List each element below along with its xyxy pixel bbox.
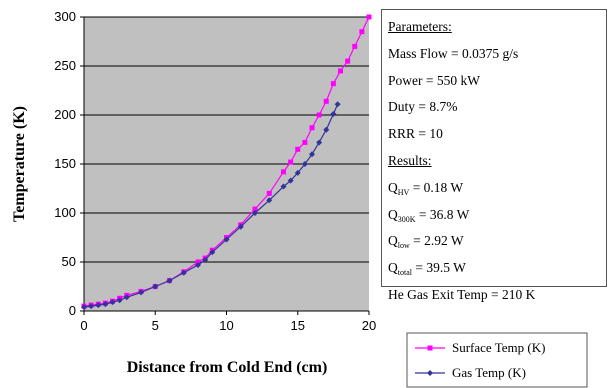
data-point-gas-temp-k-23 [316, 139, 323, 146]
he-gas-exit-text: He Gas Exit Temp = 210 K [388, 286, 536, 302]
legend-items: Surface Temp (K) Gas Temp (K) [415, 340, 545, 380]
data-point-surface-temp-k-23 [316, 112, 322, 118]
data-point-surface-temp-k-18 [281, 169, 286, 175]
data-point-surface-temp-k-29 [359, 29, 365, 35]
legend: Surface Temp (K) Gas Temp (K) [406, 332, 588, 388]
data-point-surface-temp-k-24 [323, 98, 329, 104]
parameters-header: Parameters: [388, 19, 452, 34]
parameters-box: Parameters: Mass Flow = 0.0375 g/s Power… [381, 9, 607, 302]
x-tick-label-15: 15 [291, 318, 305, 333]
data-point-gas-temp-k-12 [202, 257, 209, 264]
data-point-surface-temp-k-19 [288, 159, 294, 165]
x-axis-title: Distance from Cold End (cm) [127, 359, 328, 376]
y-tick-label-150: 150 [54, 156, 76, 171]
data-point-gas-temp-k-6 [123, 294, 130, 301]
legend-marker-gas-temp-k [427, 370, 433, 376]
rrr-text: RRR = 10 [388, 126, 443, 142]
y-tick-label-200: 200 [54, 107, 76, 122]
data-point-gas-temp-k-21 [301, 161, 308, 167]
mass-flow-text: Mass Flow = 0.0375 g/s [388, 45, 519, 61]
legend-box [406, 332, 588, 388]
x-tick-label-5: 5 [152, 318, 159, 333]
tick-labels: 0 50 100 150 200 250 300 0 5 10 15 20 [54, 9, 376, 333]
data-point-gas-temp-k-19 [287, 177, 294, 184]
data-point-surface-temp-k-30 [366, 14, 372, 20]
series-gas-temp-k [81, 101, 341, 311]
data-point-surface-temp-k-26 [338, 68, 343, 74]
x-tick-label-20: 20 [362, 318, 376, 333]
data-point-gas-temp-k-13 [209, 249, 216, 256]
legend-item-surface-temp-k: Surface Temp (K) [415, 340, 545, 355]
legend-label-gas-temp-k: Gas Temp (K) [452, 365, 526, 380]
data-point-gas-temp-k-15 [237, 223, 244, 230]
legend-item-gas-temp-k: Gas Temp (K) [415, 365, 526, 380]
legend-marker-surface-temp-k [427, 345, 433, 351]
grid-lines [84, 16, 369, 263]
data-point-gas-temp-k-22 [309, 151, 315, 158]
y-axis-title: Temperature (K) [11, 106, 28, 222]
data-point-gas-temp-k-18 [280, 183, 287, 190]
data-point-gas-temp-k-16 [252, 210, 258, 216]
data-point-gas-temp-k-5 [116, 297, 123, 304]
data-point-surface-temp-k-22 [309, 125, 315, 131]
axes [80, 16, 370, 315]
y-tick-label-50: 50 [62, 254, 76, 269]
data-point-gas-temp-k-24 [323, 126, 330, 133]
data-point-gas-temp-k-2 [95, 302, 102, 309]
y-tick-label-100: 100 [54, 205, 76, 220]
x-tick-label-10: 10 [219, 318, 233, 333]
series-layer [81, 14, 372, 311]
q-total-text: Qtotal = 39.5 W [388, 260, 466, 278]
legend-label-surface-temp-k: Surface Temp (K) [452, 340, 545, 355]
data-point-surface-temp-k-16 [252, 206, 258, 212]
data-point-surface-temp-k-28 [352, 43, 358, 49]
y-tick-label-250: 250 [54, 58, 76, 73]
data-point-surface-temp-k-21 [302, 139, 308, 145]
results-header: Results: [388, 152, 432, 168]
data-point-gas-temp-k-20 [294, 169, 301, 176]
q-300k-text: Q300K = 36.8 W [388, 206, 470, 224]
data-point-gas-temp-k-1 [88, 303, 95, 310]
data-point-gas-temp-k-8 [152, 283, 159, 290]
y-tick-label-300: 300 [54, 9, 76, 24]
x-tick-label-0: 0 [80, 318, 87, 333]
y-tick-label-0: 0 [69, 303, 76, 318]
data-point-surface-temp-k-20 [295, 146, 301, 152]
data-point-gas-temp-k-0 [81, 304, 87, 311]
data-point-gas-temp-k-3 [102, 301, 109, 308]
data-point-gas-temp-k-25 [330, 111, 337, 118]
power-text: Power = 550 kW [388, 72, 480, 88]
duty-text: Duty = 8.7% [388, 99, 458, 115]
data-point-surface-temp-k-27 [345, 58, 351, 64]
data-point-surface-temp-k-17 [266, 190, 272, 196]
data-point-gas-temp-k-26 [334, 101, 341, 108]
q-low-text: Qlow = 2.92 W [388, 233, 464, 251]
data-point-gas-temp-k-14 [223, 236, 230, 243]
data-point-gas-temp-k-9 [166, 277, 173, 284]
data-point-gas-temp-k-10 [180, 269, 187, 276]
data-point-gas-temp-k-7 [138, 289, 144, 296]
data-point-surface-temp-k-25 [330, 81, 336, 87]
data-point-gas-temp-k-11 [195, 261, 201, 268]
data-point-gas-temp-k-4 [109, 299, 116, 306]
data-point-gas-temp-k-17 [266, 197, 273, 204]
q-hv-text: QHV = 0.18 W [388, 179, 464, 197]
